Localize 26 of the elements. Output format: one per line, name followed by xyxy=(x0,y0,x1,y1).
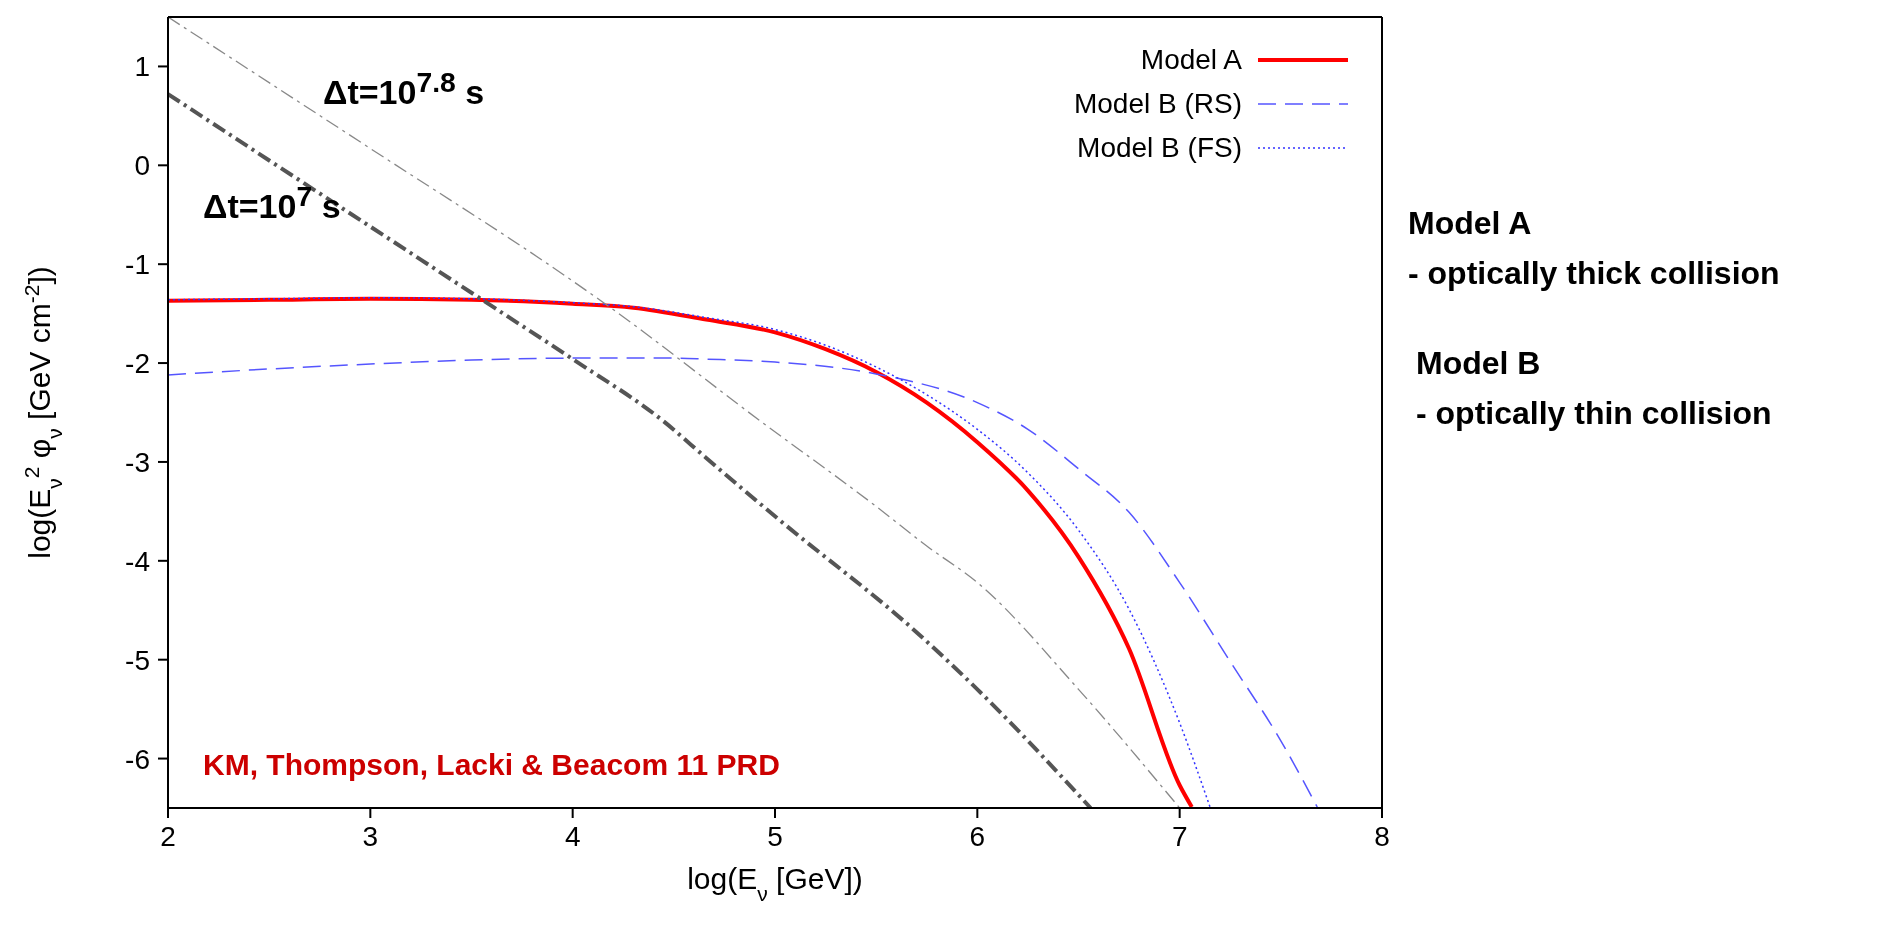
y-tick-label: -2 xyxy=(125,348,150,379)
text: Model B xyxy=(1416,345,1541,381)
x-axis-title: log(E$_{ν}$ [GeV]) xyxy=(687,862,863,905)
annotation: KM, Thompson, Lacki & Beacom 11 PRD xyxy=(203,748,780,781)
line-series xyxy=(168,357,1318,808)
y-tick-label: -5 xyxy=(125,644,150,676)
text: Model A xyxy=(1408,205,1532,241)
text: - optically thin collision xyxy=(1416,395,1772,431)
y-tick-label: 1 xyxy=(134,51,150,83)
x-tick-label: 6 xyxy=(969,820,986,852)
x-tick-label: 4 xyxy=(564,820,581,852)
annotation: Δt=10$^{7.8}$ s xyxy=(323,66,485,112)
y-tick-label: -3 xyxy=(125,446,150,478)
y-tick-label: 0 xyxy=(134,150,150,182)
y-tick-label: -4 xyxy=(125,545,150,577)
legend-label: Model B (FS) xyxy=(1077,132,1242,163)
text: - optically thick collision xyxy=(1408,255,1780,291)
y-tick-label: -1 xyxy=(125,249,150,281)
x-tick-label: 5 xyxy=(767,820,783,852)
x-tick-label: 7 xyxy=(1171,820,1188,852)
y-tick-label: -6 xyxy=(125,743,150,775)
legend-label: Model A xyxy=(1140,44,1242,75)
x-tick-label: 3 xyxy=(362,820,379,852)
x-tick-label: 8 xyxy=(1374,820,1390,852)
legend-label: Model B (RS) xyxy=(1073,88,1242,119)
x-tick-label: 2 xyxy=(160,820,176,852)
